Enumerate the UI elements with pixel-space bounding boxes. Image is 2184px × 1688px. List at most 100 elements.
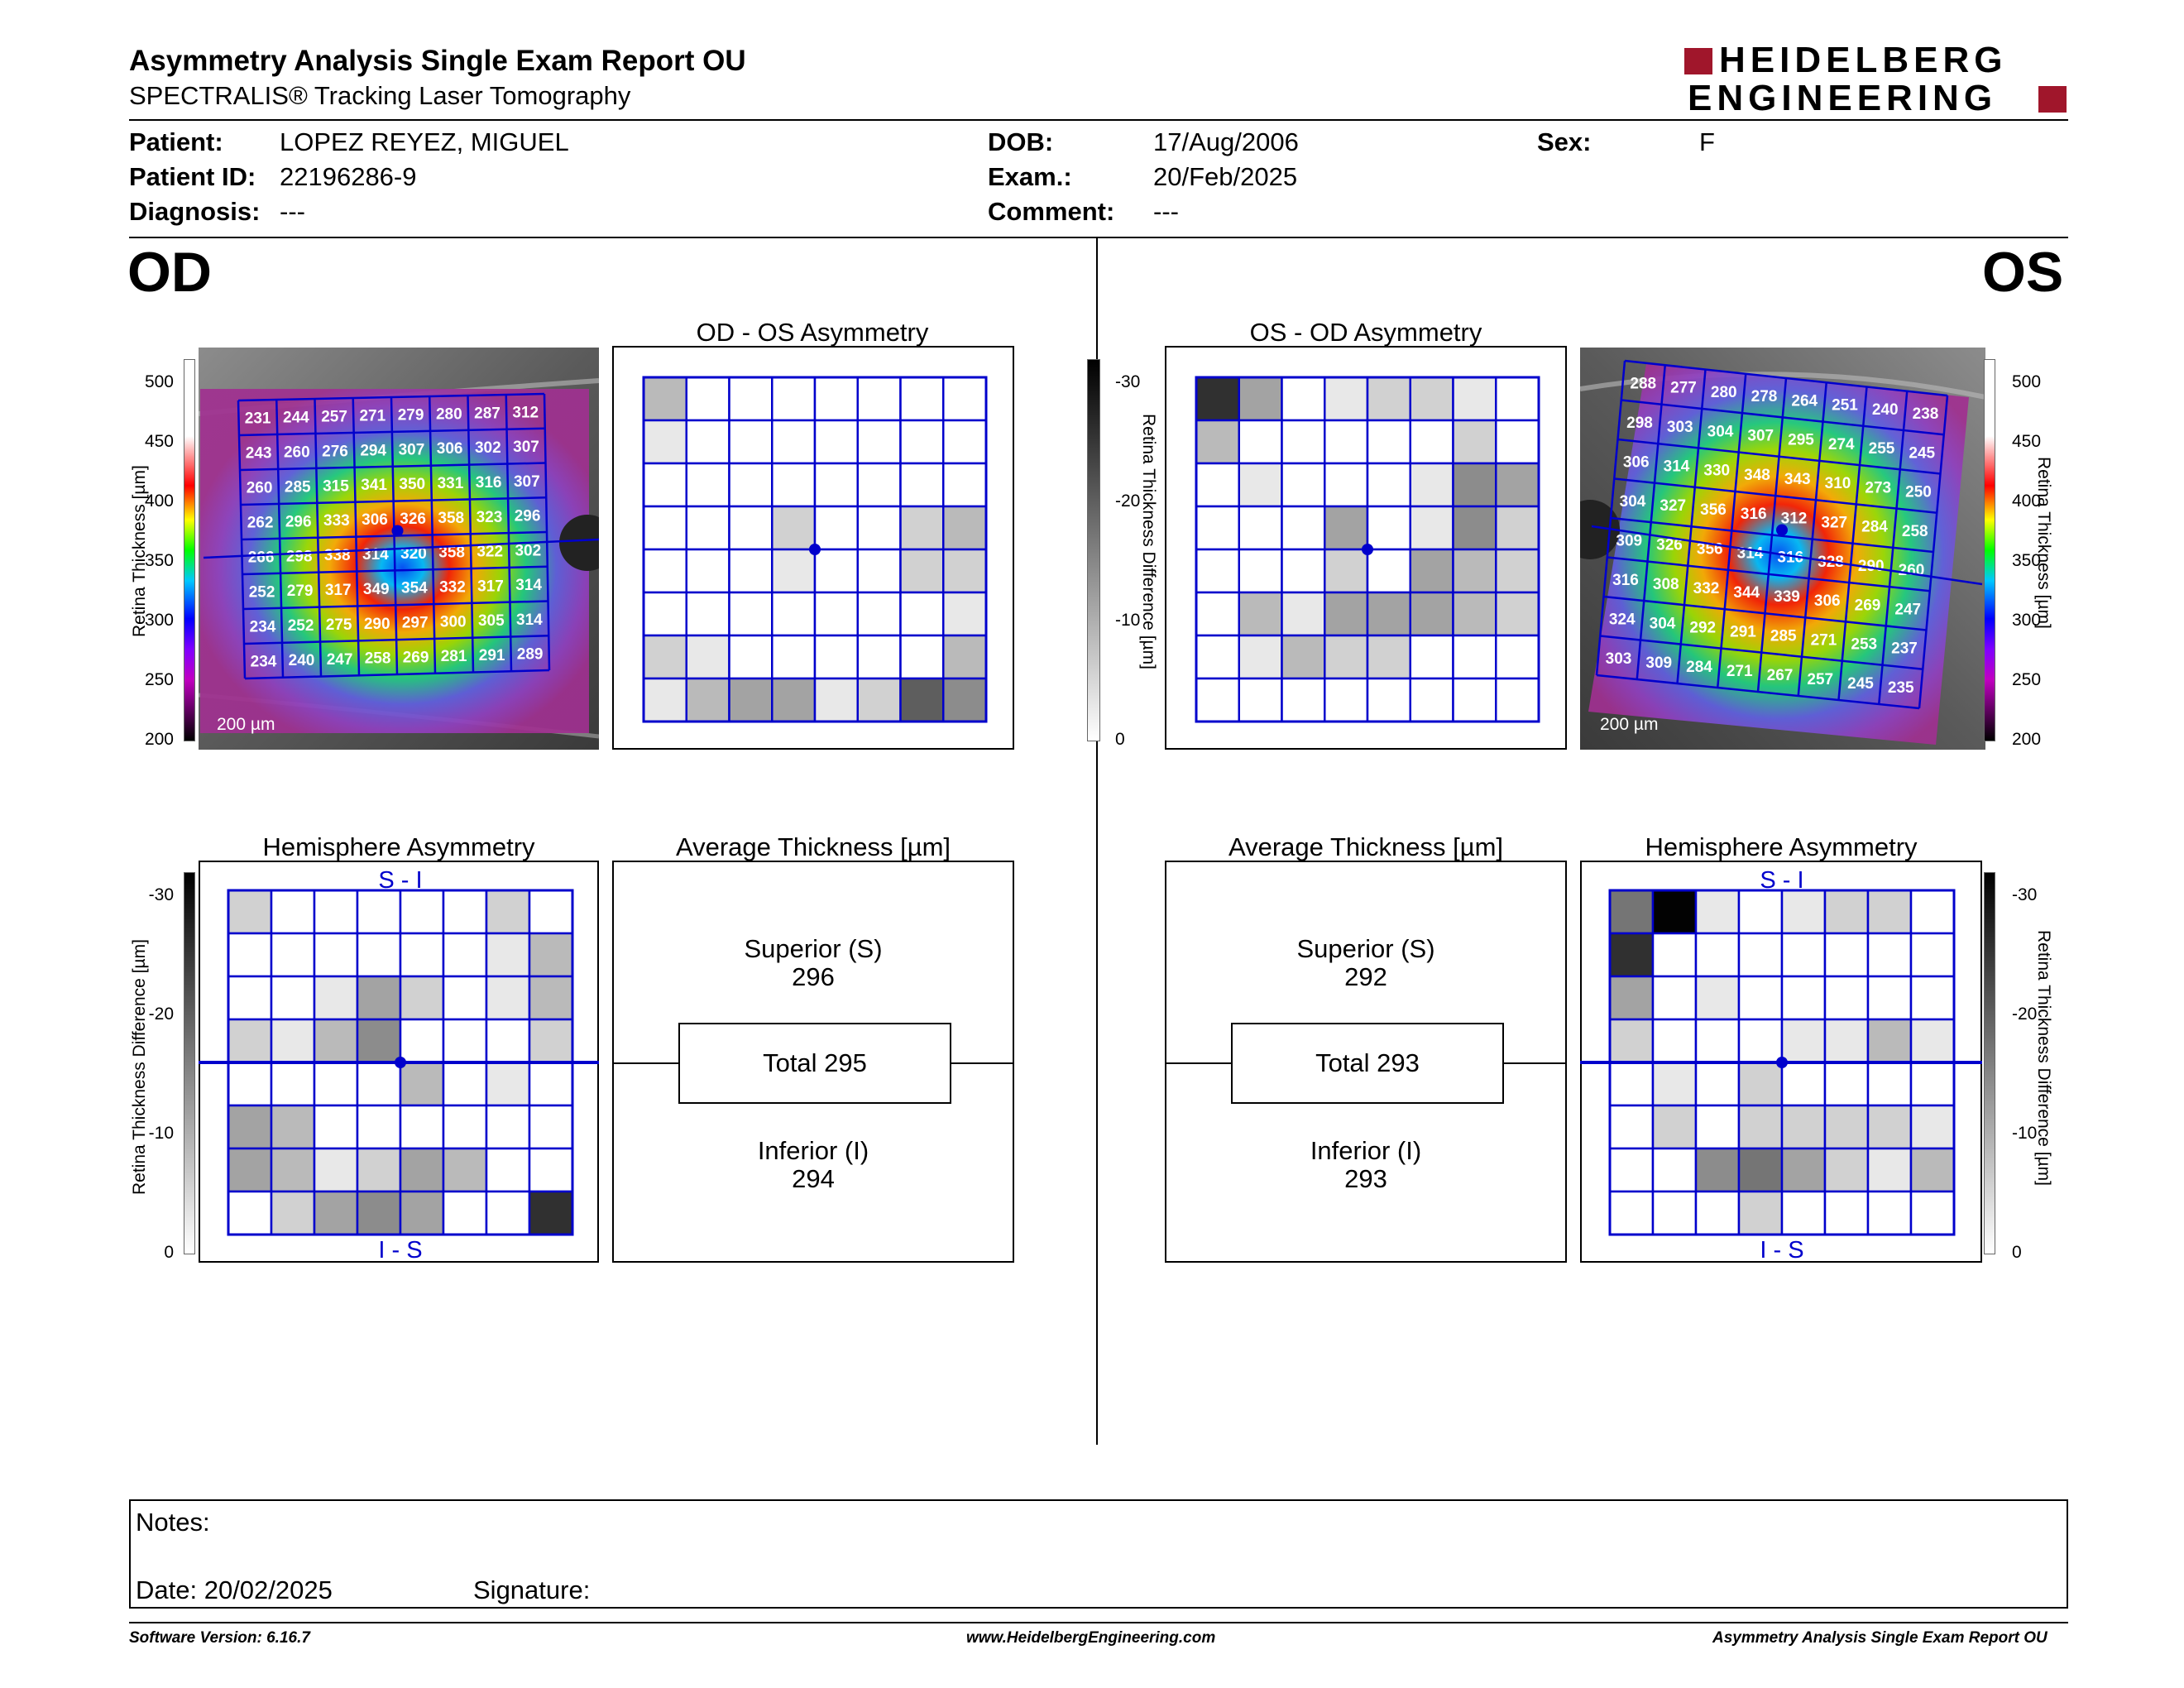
os-eye-label: OS — [1982, 241, 2064, 304]
od-hemi-cell — [485, 1061, 531, 1107]
os-asym-cell — [1281, 634, 1326, 680]
os-hemi-cell — [1737, 1018, 1784, 1064]
os-thickness-value: 290 — [1858, 558, 1885, 575]
os-thickness-value: 251 — [1832, 397, 1858, 415]
os-thickness-value: 310 — [1825, 475, 1851, 492]
os-asym-cell — [1281, 462, 1326, 508]
od-asym-cell — [771, 376, 817, 422]
od-thickness-value: 266 — [248, 549, 275, 566]
od-hemi-cell — [227, 1061, 273, 1107]
od-hemi-cell — [399, 1018, 445, 1064]
os-asym-cell — [1409, 548, 1454, 594]
os-hemi-cell — [1909, 1061, 1956, 1107]
os-thickness-value: 274 — [1828, 436, 1855, 453]
os-thickness-value: 326 — [1656, 536, 1683, 554]
os-thickness-value: 255 — [1869, 440, 1895, 458]
od-hemi-cell — [313, 1061, 359, 1107]
od-hemi-cell — [313, 1018, 359, 1064]
os-thickness-value: 303 — [1667, 419, 1693, 436]
os-hemi-cell — [1608, 1018, 1655, 1064]
od-thickness-value: 234 — [250, 618, 276, 635]
od-hemi-cell — [356, 1061, 402, 1107]
patient-id-label: Patient ID: — [129, 162, 256, 191]
od-grid-hline — [242, 565, 548, 576]
od-asym-cell — [856, 548, 902, 594]
od-superior-value: 296 — [792, 962, 835, 991]
od-asym-cell — [685, 376, 730, 422]
od-hemi-cell — [442, 1104, 488, 1150]
os-hemi-cell — [1737, 1190, 1784, 1236]
os-hemi-cell — [1608, 932, 1655, 978]
os-hemi-cell — [1694, 1190, 1741, 1236]
od-hemi-cell — [227, 1147, 273, 1193]
od-hemi-cell — [485, 975, 531, 1021]
os-diff-tick: 0 — [2012, 1243, 2022, 1262]
os-asym-cell — [1238, 634, 1283, 680]
od-thickness-value: 306 — [362, 511, 388, 529]
os-hemi-cell — [1780, 1190, 1827, 1236]
od-asym-cell — [685, 462, 730, 508]
os-asym-cell — [1366, 677, 1411, 723]
os-asym-cell — [1324, 419, 1369, 465]
od-hemi-cell — [399, 1104, 445, 1150]
os-asym-cell — [1195, 419, 1240, 465]
od-asym-cell — [771, 419, 817, 465]
od-thickness-tick: 350 — [144, 551, 174, 570]
os-asym-cell — [1195, 634, 1240, 680]
website-link[interactable]: www.HeidelbergEngineering.com — [966, 1629, 1216, 1647]
os-hemi-cell — [1866, 1104, 1913, 1150]
os-hemi-cell — [1694, 1061, 1741, 1107]
od-inferior-label: Inferior (I) — [757, 1136, 869, 1165]
notes-box[interactable]: Notes: Date: 20/02/2025 Signature: — [129, 1499, 2068, 1609]
os-hemi-cell — [1823, 1147, 1870, 1193]
od-thickness-value: 358 — [438, 510, 464, 527]
od-thickness-value: 285 — [285, 478, 311, 496]
od-inferior-value: 294 — [792, 1164, 835, 1193]
os-asym-cell — [1366, 591, 1411, 637]
os-thickness-value: 306 — [1623, 453, 1650, 471]
os-hemi-cell — [1608, 1061, 1655, 1107]
os-thickness-value: 258 — [1902, 523, 1928, 540]
os-asym-cell — [1495, 634, 1540, 680]
od-hemi-cell — [442, 1147, 488, 1193]
od-asym-cell — [813, 505, 859, 551]
os-inferior-value: 293 — [1344, 1164, 1387, 1193]
od-asym-cell — [899, 505, 945, 551]
od-fovea-dot — [391, 525, 404, 537]
os-diff-tick: -20 — [2012, 1005, 2038, 1024]
od-thickness-value: 317 — [477, 578, 504, 595]
os-asym-cell — [1238, 548, 1283, 594]
os-asym-cell — [1324, 548, 1369, 594]
diff-colorbar-center — [1087, 359, 1100, 741]
os-hemi-cell — [1608, 975, 1655, 1021]
os-hemi-cell — [1737, 975, 1784, 1021]
od-thickness-value: 316 — [476, 474, 502, 492]
os-asym-cell — [1195, 548, 1240, 594]
od-hemi-cell — [442, 1061, 488, 1107]
os-thickness-value: 250 — [1905, 484, 1932, 501]
od-asym-cell — [642, 505, 687, 551]
os-grid-vline — [1797, 382, 1827, 697]
os-hemi-cell — [1694, 889, 1741, 935]
os-asym-cell — [1281, 419, 1326, 465]
od-hemi-cell — [270, 1147, 316, 1193]
os-grid-hline — [1603, 595, 1927, 631]
patient-label: Patient: — [129, 127, 223, 156]
os-thickness-value: 271 — [1727, 663, 1753, 680]
software-version: Software Version: 6.16.7 — [129, 1629, 310, 1647]
od-grid-vline — [505, 394, 513, 672]
os-hemi-cell — [1823, 1190, 1870, 1236]
od-hemi-cell — [442, 1018, 488, 1064]
od-asym-cell — [771, 505, 817, 551]
os-thickness-value: 327 — [1660, 497, 1686, 515]
od-center-axis — [203, 538, 599, 559]
dob-value: 17/Aug/2006 — [1153, 127, 1299, 156]
os-hemi-cell — [1866, 1147, 1913, 1193]
os-thickness-axis-label: Retina Thickness [µm] — [2034, 457, 2053, 629]
od-hemi-cell — [227, 1190, 273, 1236]
od-hemi-cell — [528, 889, 574, 935]
od-asym-cell — [813, 376, 859, 422]
od-thickness-value: 244 — [283, 409, 309, 426]
od-hemi-cell — [356, 1018, 402, 1064]
os-asym-cell — [1452, 548, 1497, 594]
